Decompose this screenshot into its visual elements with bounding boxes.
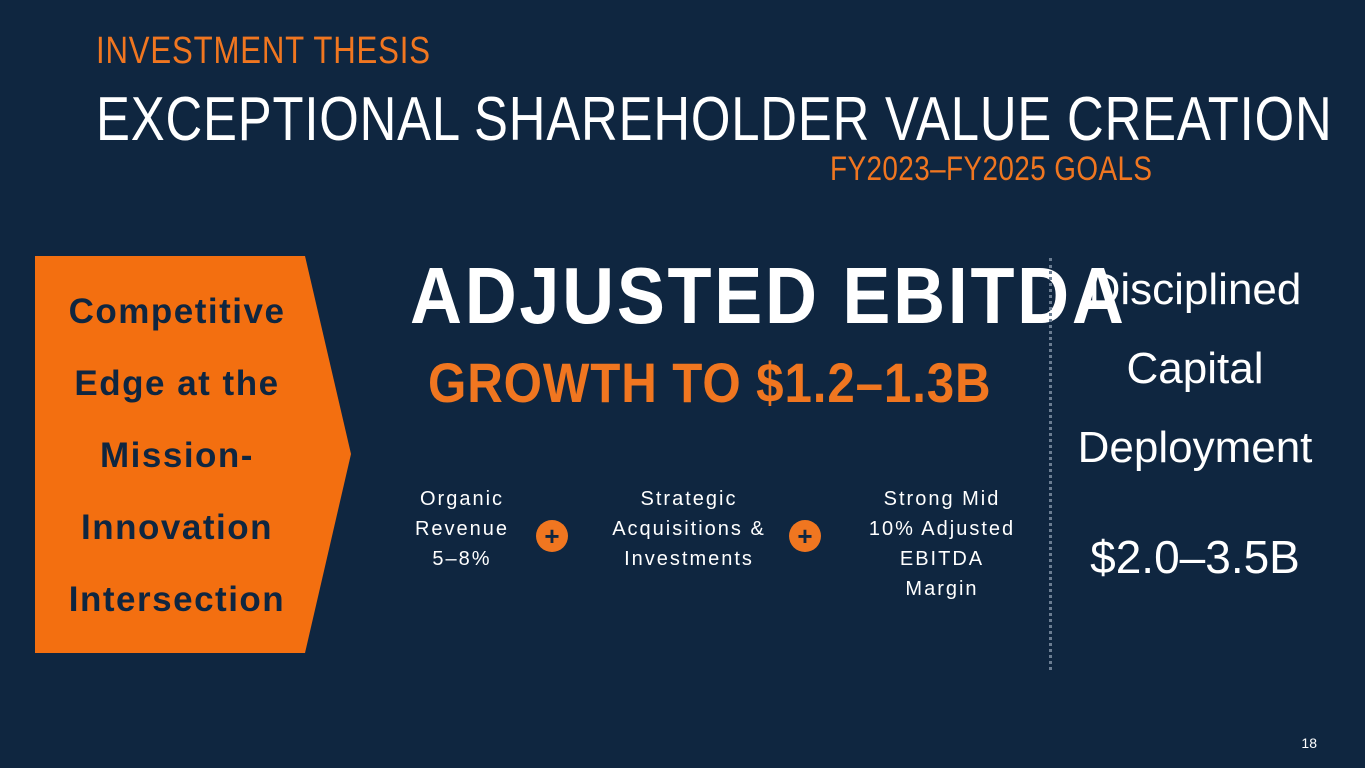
section-eyebrow: INVESTMENT THESIS [96,30,431,72]
arrow-line-1: Competitive [68,292,286,331]
arrow-line-3: Mission- [100,436,254,475]
page-number: 18 [1301,735,1317,751]
slide-title: EXCEPTIONAL SHAREHOLDER VALUE CREATION [96,85,1333,154]
plus-icon: + [789,520,821,552]
plus-icon: + [536,520,568,552]
arrow-line-5: Intersection [68,580,286,619]
capital-line-1: Disciplined [1088,265,1302,314]
chevron-arrow-shape [35,256,351,653]
ebitda-growth-target: GROWTH TO $1.2–1.3B [428,351,992,414]
capital-line-2: Capital [1126,344,1264,393]
arrow-line-4: Innovation [81,508,273,547]
dotted-divider [1049,258,1052,670]
capital-deployment-heading: Disciplined Capital Deployment [1060,250,1330,487]
capital-deployment-amount: $2.0–3.5B [1090,531,1300,583]
adjusted-ebitda-heading: ADJUSTED EBITDA [410,251,1127,340]
arrow-line-2: Edge at the [74,364,280,403]
capital-line-3: Deployment [1077,423,1313,472]
competitive-edge-text: Competitive Edge at the Mission- Innovat… [35,276,319,636]
driver-ebitda-margin: Strong Mid 10% Adjusted EBITDA Margin [868,488,1016,600]
goals-subtitle: FY2023–FY2025 GOALS [830,150,1153,188]
driver-organic-revenue: Organic Revenue 5–8% [414,488,510,570]
driver-acquisitions: Strategic Acquisitions & Investments [612,488,766,570]
